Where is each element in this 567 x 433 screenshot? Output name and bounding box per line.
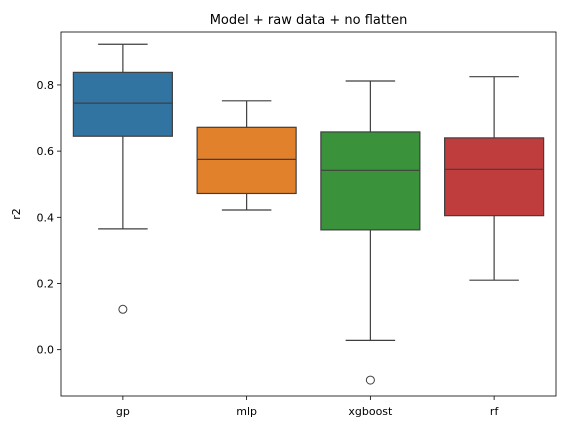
y-axis-label: r2 bbox=[10, 208, 23, 220]
y-tick-label-4: 0.8 bbox=[37, 79, 55, 92]
box-xgboost bbox=[320, 80, 421, 385]
plot-frame bbox=[60, 31, 557, 397]
box-rf bbox=[444, 76, 545, 281]
box-group bbox=[72, 43, 545, 385]
box-mlp bbox=[196, 100, 297, 211]
outlier-xgboost-0 bbox=[365, 375, 375, 385]
x-tick-label-rf: rf bbox=[490, 405, 500, 418]
box-gp bbox=[72, 43, 173, 314]
y-tick-label-3: 0.6 bbox=[37, 145, 55, 158]
x-tick-label-mlp: mlp bbox=[236, 405, 257, 418]
y-tick-label-1: 0.2 bbox=[37, 277, 55, 290]
y-tick-label-2: 0.4 bbox=[37, 211, 55, 224]
y-tick-label-0: 0.0 bbox=[37, 344, 55, 357]
x-tick-label-xgboost: xgboost bbox=[348, 405, 393, 418]
outlier-gp-0 bbox=[118, 304, 128, 314]
iqr-box-rf bbox=[444, 137, 545, 217]
y-axis: 0.0 0.2 0.4 0.6 0.8 bbox=[37, 79, 61, 357]
iqr-box-xgboost bbox=[320, 131, 421, 231]
iqr-box-gp bbox=[72, 71, 173, 137]
iqr-box-mlp bbox=[196, 126, 297, 195]
x-tick-label-gp: gp bbox=[116, 405, 130, 418]
x-axis: gp mlp xgboost rf bbox=[116, 396, 500, 418]
chart-title: Model + raw data + no flatten bbox=[210, 13, 408, 28]
